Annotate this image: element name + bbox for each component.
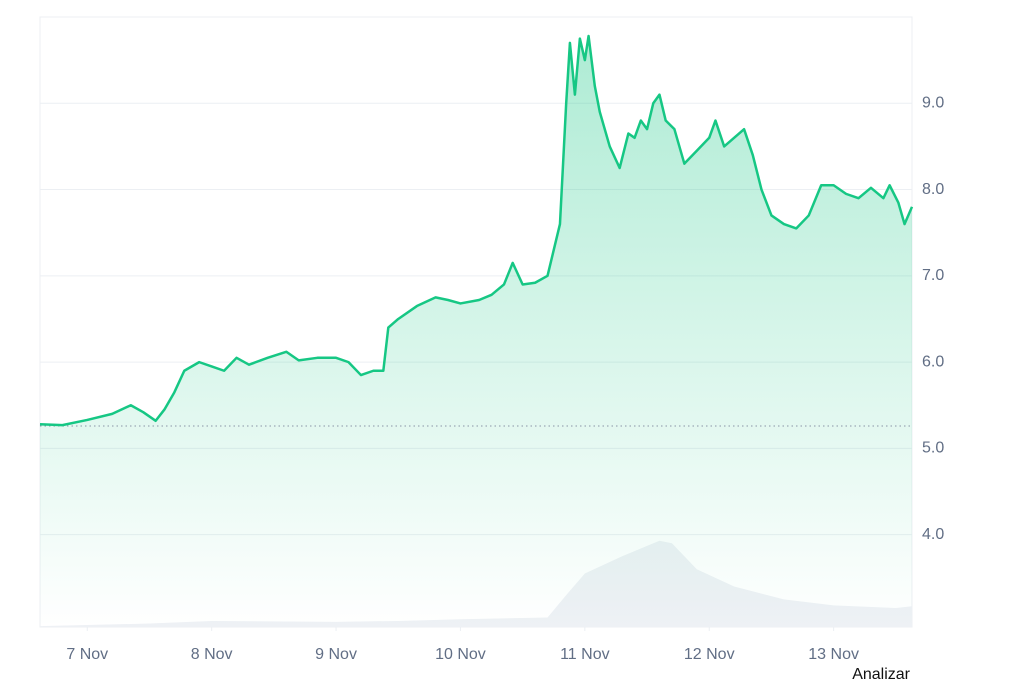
x-tick-label: 11 Nov [560, 646, 610, 663]
y-tick-label: 8.0 [922, 181, 944, 198]
y-tick-label: 9.0 [922, 94, 944, 111]
x-tick-label: 9 Nov [315, 646, 357, 663]
y-tick-label: 5.0 [922, 440, 944, 457]
annotation: Analizar [852, 666, 910, 683]
x-tick-label: 10 Nov [435, 646, 486, 663]
area-fill [40, 35, 912, 627]
x-tick-label: 8 Nov [191, 646, 233, 663]
y-tick-label: 6.0 [922, 353, 944, 370]
y-tick-label: 7.0 [922, 267, 944, 284]
x-tick-label: 7 Nov [66, 646, 108, 663]
price-line [39, 34, 914, 427]
y-tick-label: 4.0 [922, 526, 944, 543]
x-tick-label: 12 Nov [684, 646, 735, 663]
x-tick-label: 13 Nov [808, 646, 859, 663]
